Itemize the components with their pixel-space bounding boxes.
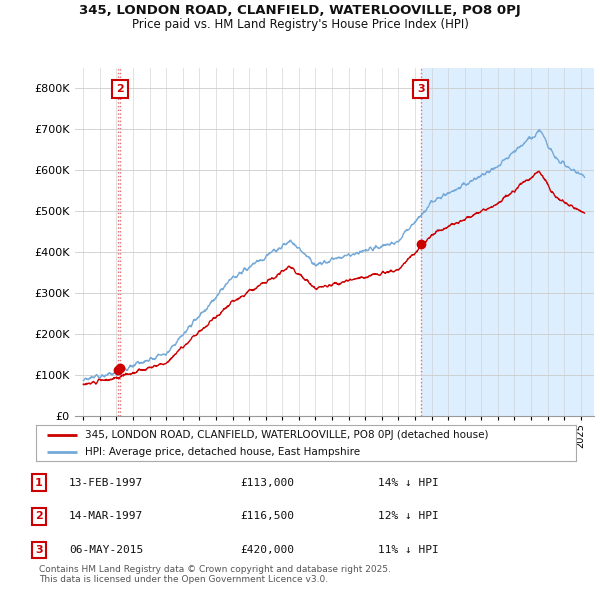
Text: Contains HM Land Registry data © Crown copyright and database right 2025.
This d: Contains HM Land Registry data © Crown c… [39, 565, 391, 584]
Text: 11% ↓ HPI: 11% ↓ HPI [378, 545, 439, 555]
Text: 345, LONDON ROAD, CLANFIELD, WATERLOOVILLE, PO8 0PJ (detached house): 345, LONDON ROAD, CLANFIELD, WATERLOOVIL… [85, 430, 488, 440]
Text: 13-FEB-1997: 13-FEB-1997 [69, 478, 143, 488]
Text: 3: 3 [417, 84, 425, 94]
Text: 2: 2 [116, 84, 124, 94]
Text: £116,500: £116,500 [240, 512, 294, 522]
Text: £420,000: £420,000 [240, 545, 294, 555]
Text: 2: 2 [35, 512, 43, 522]
Text: 06-MAY-2015: 06-MAY-2015 [69, 545, 143, 555]
Text: £113,000: £113,000 [240, 478, 294, 488]
Text: 14-MAR-1997: 14-MAR-1997 [69, 512, 143, 522]
Text: HPI: Average price, detached house, East Hampshire: HPI: Average price, detached house, East… [85, 447, 360, 457]
Bar [421, 68, 594, 416]
Text: 1: 1 [35, 478, 43, 488]
Text: Price paid vs. HM Land Registry's House Price Index (HPI): Price paid vs. HM Land Registry's House … [131, 18, 469, 31]
Text: 12% ↓ HPI: 12% ↓ HPI [378, 512, 439, 522]
Text: 345, LONDON ROAD, CLANFIELD, WATERLOOVILLE, PO8 0PJ: 345, LONDON ROAD, CLANFIELD, WATERLOOVIL… [79, 4, 521, 17]
Text: 3: 3 [35, 545, 43, 555]
Text: 14% ↓ HPI: 14% ↓ HPI [378, 478, 439, 488]
